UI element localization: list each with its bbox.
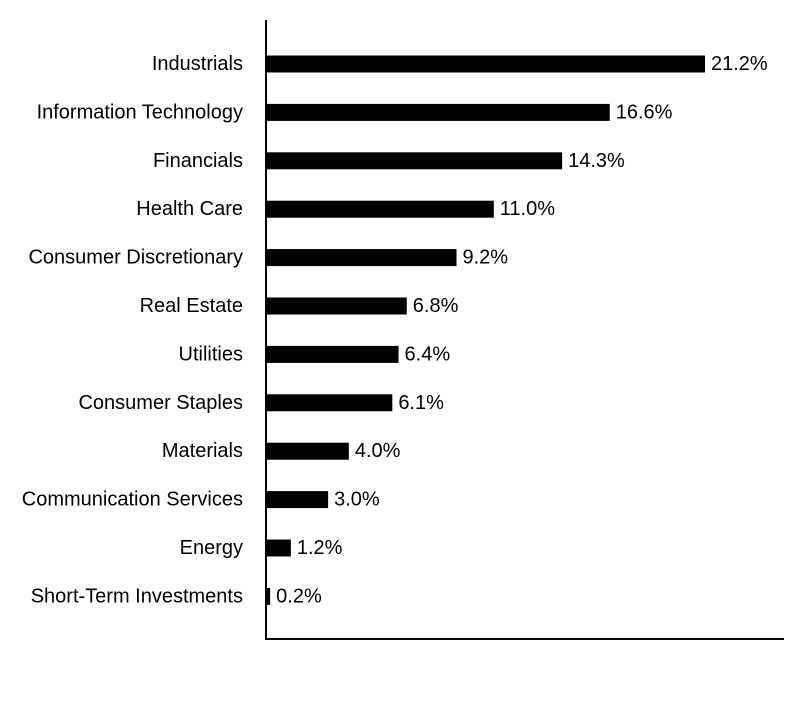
- category-label-6: Utilities: [179, 343, 243, 365]
- value-label-9: 3.0%: [334, 489, 380, 511]
- bar-2: [266, 152, 563, 170]
- value-label-6: 6.4%: [405, 343, 451, 365]
- category-label-10: Energy: [180, 537, 243, 559]
- value-label-11: 0.2%: [276, 585, 322, 607]
- bar-10: [266, 539, 291, 557]
- value-label-5: 6.8%: [413, 295, 459, 317]
- category-label-4: Consumer Discretionary: [28, 247, 243, 269]
- value-label-0: 21.2%: [711, 53, 768, 75]
- value-label-3: 11.0%: [500, 198, 555, 220]
- labels-layer: Industrials 21.2% Information Technology 16…: [22, 53, 768, 607]
- bar-5: [266, 297, 407, 315]
- bars-layer: [266, 55, 705, 605]
- bar-0: [266, 55, 705, 73]
- bar-8: [266, 442, 349, 460]
- bar-9: [266, 491, 329, 509]
- category-label-7: Consumer Staples: [78, 392, 243, 414]
- bar-6: [266, 345, 399, 363]
- bar-4: [266, 249, 457, 267]
- category-label-3: Health Care: [136, 198, 243, 220]
- value-label-7: 6.1%: [398, 392, 444, 414]
- category-label-1: Information Technology: [37, 101, 243, 123]
- bar-7: [266, 394, 393, 412]
- value-label-10: 1.2%: [297, 537, 343, 559]
- bar-3: [266, 200, 494, 218]
- category-label-2: Financials: [153, 150, 243, 172]
- category-label-9: Communication Services: [22, 489, 243, 511]
- bar-11: [266, 587, 271, 605]
- value-label-4: 9.2%: [463, 247, 509, 269]
- value-label-2: 14.3%: [568, 150, 625, 172]
- value-label-1: 16.6%: [616, 101, 673, 123]
- category-label-5: Real Estate: [140, 295, 243, 317]
- category-label-11: Short-Term Investments: [31, 585, 243, 607]
- category-label-8: Materials: [162, 440, 243, 462]
- category-label-0: Industrials: [152, 53, 243, 75]
- value-label-8: 4.0%: [355, 440, 401, 462]
- bar-1: [266, 103, 610, 121]
